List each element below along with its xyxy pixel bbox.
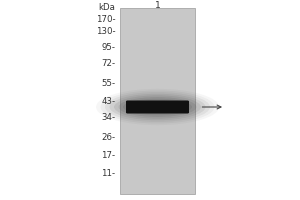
Ellipse shape <box>100 90 214 123</box>
Text: 72-: 72- <box>101 58 116 68</box>
Text: 95-: 95- <box>101 43 116 51</box>
Ellipse shape <box>118 97 196 117</box>
Ellipse shape <box>110 94 206 120</box>
FancyBboxPatch shape <box>126 101 189 114</box>
Text: 26-: 26- <box>101 133 116 142</box>
Text: 11-: 11- <box>101 168 116 178</box>
Ellipse shape <box>105 92 210 122</box>
Text: kDa: kDa <box>99 3 116 12</box>
Text: 43-: 43- <box>101 97 116 106</box>
Text: 130-: 130- <box>96 27 116 36</box>
Ellipse shape <box>128 100 188 114</box>
Text: 55-: 55- <box>101 78 116 88</box>
Text: 170-: 170- <box>96 16 116 24</box>
Bar <box>120 8 195 194</box>
Text: 17-: 17- <box>101 151 116 160</box>
Ellipse shape <box>123 99 192 115</box>
Text: 1: 1 <box>154 0 160 9</box>
Ellipse shape <box>114 95 201 119</box>
Text: 34-: 34- <box>101 114 116 122</box>
